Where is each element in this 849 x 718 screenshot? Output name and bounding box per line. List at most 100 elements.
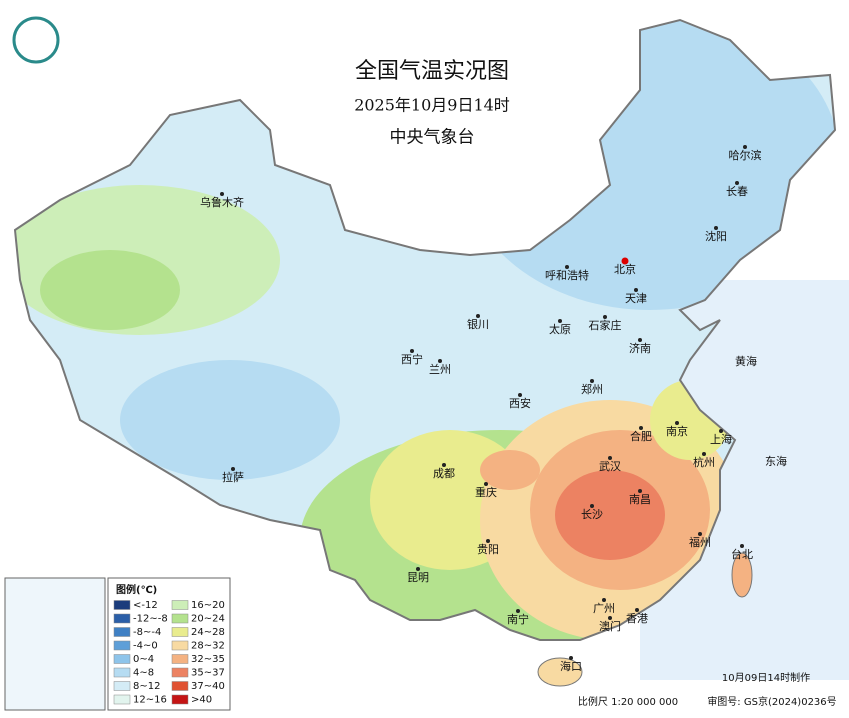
city-label: 南昌 xyxy=(629,493,651,506)
legend-label: 12~16 xyxy=(133,695,167,706)
city-label: 兰州 xyxy=(429,363,451,376)
city-label: 济南 xyxy=(629,341,651,355)
city-label: 香港 xyxy=(626,612,648,625)
sea-label: 东海 xyxy=(765,454,787,468)
legend-title: 图例(℃) xyxy=(116,583,157,596)
map-time: 2025年10月9日14时 xyxy=(354,96,510,115)
city-label: 广州 xyxy=(593,602,615,615)
city-dot xyxy=(735,181,739,185)
city-dot xyxy=(608,456,612,460)
legend-swatch xyxy=(171,640,189,651)
legend-label: <-12 xyxy=(133,600,158,611)
legend-label: 8~12 xyxy=(133,681,160,692)
city-label: 北京 xyxy=(614,262,636,276)
city-label: 拉萨 xyxy=(222,470,244,484)
city-dot xyxy=(590,379,594,383)
map-title: 全国气温实况图 xyxy=(355,59,509,84)
city-label: 西安 xyxy=(509,396,531,410)
legend-label: 20~24 xyxy=(191,614,225,625)
inset-map xyxy=(4,577,106,711)
legend-swatch xyxy=(171,627,189,637)
city-dot xyxy=(558,319,562,323)
legend-label: 24~28 xyxy=(191,627,225,638)
city-label: 重庆 xyxy=(475,485,497,499)
city-dot xyxy=(740,544,744,548)
city-dot xyxy=(675,421,679,425)
scale: 比例尺 1:20 000 000 xyxy=(578,695,678,708)
city-dot xyxy=(603,315,607,319)
legend-swatch xyxy=(113,667,131,678)
city-dot xyxy=(438,359,442,363)
city-label: 长春 xyxy=(726,185,748,198)
legend-swatch xyxy=(171,654,189,664)
legend-swatch xyxy=(113,654,131,664)
city-dot xyxy=(608,616,612,620)
city-label: 昆明 xyxy=(407,571,429,584)
hainan xyxy=(537,657,583,687)
legend-swatch xyxy=(171,694,189,705)
legend-label: -12~-8 xyxy=(133,614,168,625)
city-label: 太原 xyxy=(549,323,571,336)
legend-swatch xyxy=(171,681,189,691)
city-dot xyxy=(638,338,642,342)
city-dot xyxy=(442,463,446,467)
city-dot xyxy=(590,504,594,508)
city-dot xyxy=(602,598,606,602)
city-dot xyxy=(638,489,642,493)
city-label: 海口 xyxy=(560,659,582,673)
approval: 审图号: GS京(2024)0236号 xyxy=(707,695,836,708)
legend-swatch xyxy=(171,600,189,610)
city-dot xyxy=(743,145,747,149)
city-dot xyxy=(410,349,414,353)
city-dot xyxy=(486,539,490,543)
city-dot xyxy=(569,656,573,660)
city-dot xyxy=(635,608,639,612)
city-label: 贵阳 xyxy=(477,543,499,556)
legend-swatch xyxy=(113,681,131,691)
city-label: 南宁 xyxy=(507,612,529,626)
city-dot xyxy=(516,609,520,613)
logo xyxy=(12,16,60,64)
legend-label: 16~20 xyxy=(191,600,225,611)
city-label: 福州 xyxy=(689,535,711,549)
city-dot xyxy=(719,429,723,433)
legend-label: 37~40 xyxy=(191,681,225,692)
legend-swatch xyxy=(113,640,131,651)
city-label: 沈阳 xyxy=(705,229,727,243)
city-label: 郑州 xyxy=(581,382,603,396)
city-dot xyxy=(518,393,522,397)
city-label: 成都 xyxy=(433,467,455,480)
legend-label: 35~37 xyxy=(191,668,225,679)
made-time: 10月09日14时制作 xyxy=(722,671,810,684)
city-label: 银川 xyxy=(467,317,489,331)
city-label: 乌鲁木齐 xyxy=(200,195,244,209)
city-label: 哈尔滨 xyxy=(729,148,762,162)
city-dot xyxy=(621,257,629,265)
city-label: 天津 xyxy=(625,292,647,305)
city-label: 呼和浩特 xyxy=(545,268,589,282)
city-label: 合肥 xyxy=(630,429,652,443)
legend-label: 0~4 xyxy=(133,654,154,665)
legend-label: -8~-4 xyxy=(133,627,161,638)
city-dot xyxy=(698,532,702,536)
legend-swatch xyxy=(113,600,131,610)
city-label: 杭州 xyxy=(693,455,715,469)
city-dot xyxy=(639,426,643,430)
city-dot xyxy=(231,467,235,471)
legend-label: 32~35 xyxy=(191,654,225,665)
city-dot xyxy=(634,288,638,292)
city-label: 石家庄 xyxy=(589,318,622,332)
city-label: 南京 xyxy=(666,424,688,438)
city-dot xyxy=(220,192,224,196)
city-label: 长沙 xyxy=(581,508,603,521)
legend-label: >40 xyxy=(191,695,212,706)
taiwan xyxy=(731,552,753,598)
legend-swatch xyxy=(113,627,131,637)
city-dot xyxy=(565,265,569,269)
legend-swatch xyxy=(113,613,131,624)
city-dot xyxy=(416,567,420,571)
city-label: 澳门 xyxy=(599,619,621,633)
legend-swatch xyxy=(171,613,189,624)
